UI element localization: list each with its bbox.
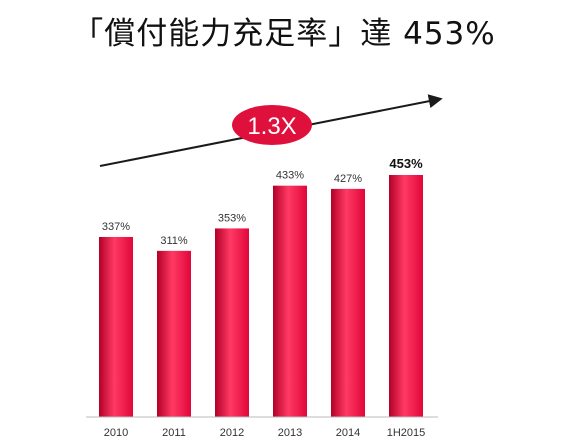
bar-2013 [273, 185, 307, 417]
value-label-1H2015: 453% [389, 156, 423, 171]
value-label-2011: 311% [160, 235, 188, 247]
x-tick-label-1H2015: 1H2015 [387, 427, 426, 439]
bar-2014 [331, 188, 365, 417]
bar-series [99, 175, 423, 417]
growth-badge-label: 1.3X [247, 113, 296, 140]
bar-1H2015 [389, 175, 423, 417]
x-tick-label-2014: 2014 [336, 427, 360, 439]
x-tick-labels: 2010 2011 2012 2013 2014 1H2015 [104, 427, 426, 439]
x-tick-label-2010: 2010 [104, 427, 128, 439]
value-label-2013: 433% [276, 170, 304, 182]
chart-title: 「償付能力充足率」達 453% [72, 16, 496, 52]
x-tick-label-2012: 2012 [220, 427, 244, 439]
growth-trend: 1.3X [99, 94, 443, 167]
x-tick-label-2011: 2011 [162, 427, 186, 439]
bar-2010 [99, 236, 133, 417]
value-label-2014: 427% [334, 173, 362, 185]
x-tick-label-2013: 2013 [278, 427, 302, 439]
bar-2012 [215, 228, 249, 417]
bar-2011 [157, 250, 191, 417]
data-labels: 337% 311% 353% 433% 427% 453% [102, 156, 423, 247]
growth-badge [232, 105, 312, 145]
value-label-2010: 337% [102, 221, 130, 233]
value-label-2012: 353% [218, 212, 246, 224]
